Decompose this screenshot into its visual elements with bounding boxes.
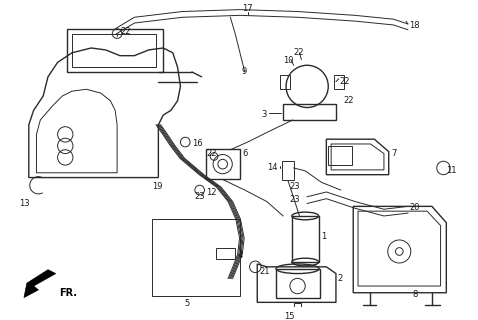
Text: FR.: FR. <box>59 288 77 298</box>
Text: 23: 23 <box>290 182 301 191</box>
Text: 15: 15 <box>284 312 294 320</box>
Bar <box>328 146 352 165</box>
Text: 7: 7 <box>391 149 397 158</box>
Text: 12: 12 <box>206 188 217 197</box>
Text: 13: 13 <box>19 199 30 208</box>
Bar <box>276 269 320 298</box>
Text: 21: 21 <box>259 267 270 276</box>
Bar <box>293 303 302 313</box>
Text: 8: 8 <box>413 290 418 299</box>
Text: 22: 22 <box>293 48 304 57</box>
Text: 14: 14 <box>267 163 277 172</box>
Bar <box>282 161 293 180</box>
Bar <box>280 75 290 89</box>
Bar <box>152 219 240 296</box>
Text: 20: 20 <box>410 204 420 212</box>
Text: 22: 22 <box>344 96 354 105</box>
Text: 5: 5 <box>185 300 190 308</box>
Text: 22: 22 <box>206 149 217 158</box>
Polygon shape <box>24 270 55 298</box>
Text: 19: 19 <box>152 182 162 191</box>
Bar <box>292 216 319 262</box>
Text: 3: 3 <box>261 110 266 119</box>
Bar <box>67 29 163 72</box>
Bar <box>334 75 344 89</box>
Text: 16: 16 <box>192 139 203 148</box>
Text: 2: 2 <box>338 274 343 283</box>
Text: 11: 11 <box>446 166 457 175</box>
Bar <box>216 248 235 259</box>
Text: 18: 18 <box>409 21 420 30</box>
Bar <box>72 34 156 67</box>
Bar <box>206 149 240 180</box>
Text: 9: 9 <box>242 67 247 76</box>
Text: 10: 10 <box>283 56 293 65</box>
Text: 23: 23 <box>290 195 301 204</box>
Text: 17: 17 <box>242 4 253 13</box>
Text: 22: 22 <box>120 27 130 36</box>
Text: 22: 22 <box>340 77 350 86</box>
Text: 4: 4 <box>238 252 243 260</box>
Text: 23: 23 <box>195 192 206 201</box>
Text: 6: 6 <box>243 149 248 158</box>
Text: 1: 1 <box>322 232 327 241</box>
